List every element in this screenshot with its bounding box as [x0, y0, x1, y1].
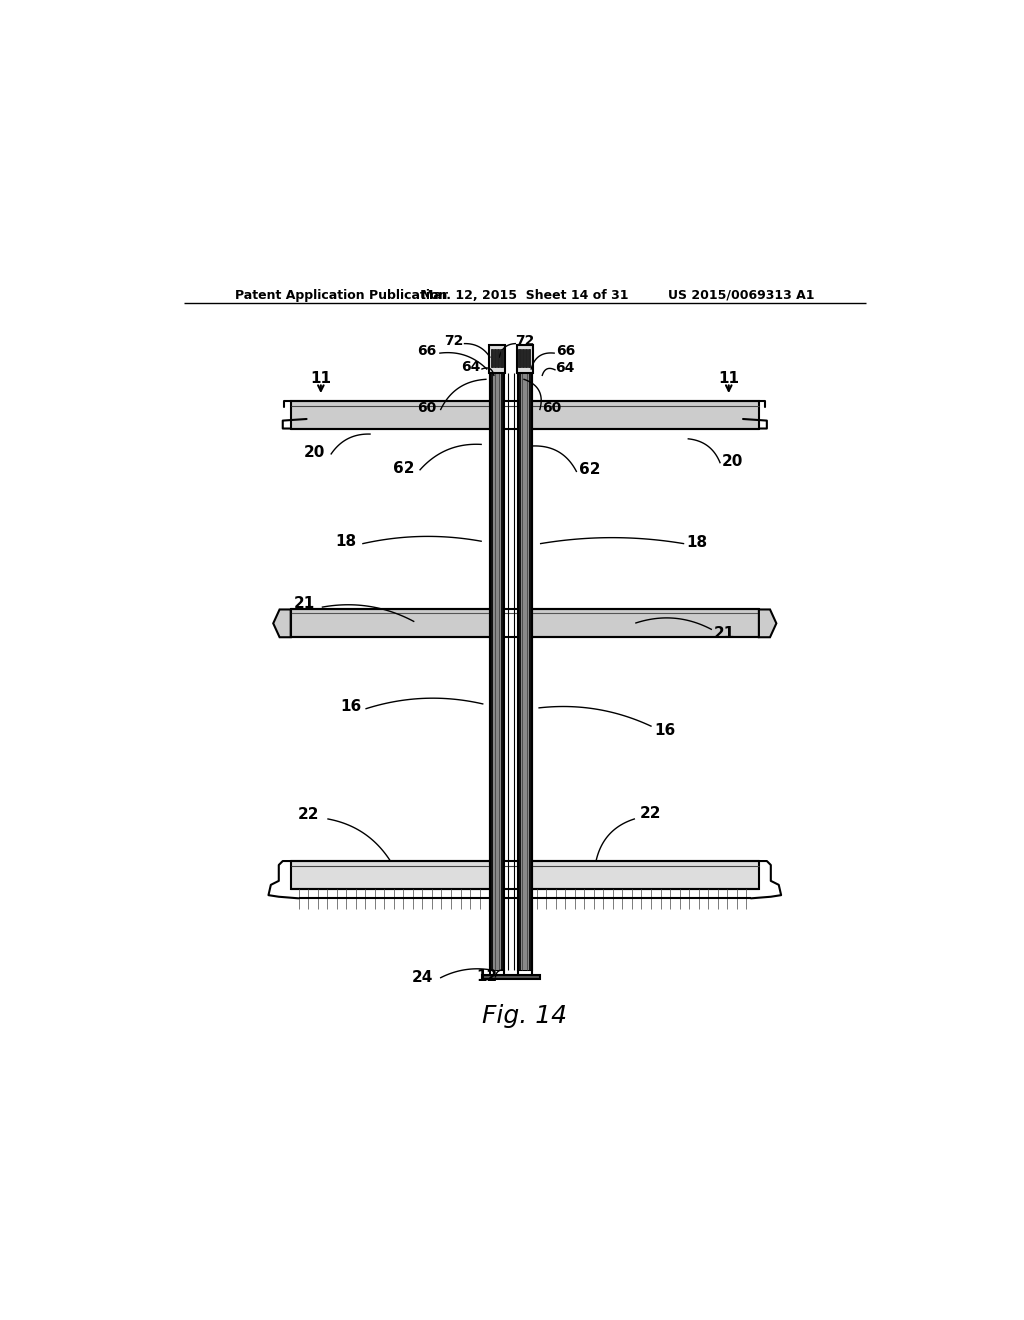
Bar: [521, 374, 528, 970]
Text: 72: 72: [515, 334, 535, 348]
Text: 11: 11: [310, 371, 332, 385]
Bar: [291, 401, 759, 429]
Bar: [524, 350, 527, 367]
Text: US 2015/0069313 A1: US 2015/0069313 A1: [668, 289, 814, 302]
Text: 16: 16: [340, 698, 361, 714]
Bar: [291, 861, 759, 888]
Bar: [528, 350, 530, 367]
Bar: [497, 350, 500, 367]
Text: 20: 20: [722, 454, 743, 470]
Text: 64: 64: [555, 362, 574, 375]
Text: 72: 72: [443, 334, 463, 348]
Text: 20: 20: [304, 445, 326, 459]
Text: 21: 21: [294, 595, 314, 611]
Text: 11: 11: [718, 371, 739, 385]
Text: Mar. 12, 2015  Sheet 14 of 31: Mar. 12, 2015 Sheet 14 of 31: [421, 289, 629, 302]
Text: 60: 60: [417, 401, 436, 414]
Text: 18: 18: [686, 535, 708, 549]
Text: 21: 21: [714, 626, 735, 640]
Bar: [504, 374, 518, 970]
Bar: [490, 350, 494, 367]
Bar: [291, 610, 759, 638]
Text: 66: 66: [417, 343, 436, 358]
Text: 64: 64: [461, 359, 480, 374]
Text: 22: 22: [298, 807, 319, 822]
Bar: [501, 374, 504, 970]
Bar: [500, 350, 503, 367]
Bar: [518, 374, 521, 970]
Text: 66: 66: [556, 343, 575, 358]
Bar: [494, 374, 501, 970]
Text: Patent Application Publication: Patent Application Publication: [236, 289, 447, 302]
Bar: [517, 346, 532, 374]
Text: 22: 22: [639, 807, 660, 821]
Bar: [482, 974, 540, 979]
Text: 16: 16: [654, 722, 675, 738]
Bar: [489, 374, 494, 970]
Text: 60: 60: [542, 401, 561, 414]
Bar: [521, 350, 524, 367]
Text: 12: 12: [476, 969, 498, 985]
Text: 18: 18: [336, 533, 356, 549]
Text: Fig. 14: Fig. 14: [482, 1003, 567, 1028]
Bar: [494, 350, 497, 367]
Bar: [518, 350, 521, 367]
Bar: [528, 374, 531, 970]
Polygon shape: [273, 610, 291, 638]
Text: 24: 24: [412, 970, 433, 985]
Bar: [489, 346, 505, 374]
Bar: [518, 374, 531, 970]
Text: 62: 62: [580, 462, 601, 478]
Text: 62: 62: [393, 461, 415, 475]
Polygon shape: [759, 610, 776, 638]
Bar: [489, 374, 504, 970]
